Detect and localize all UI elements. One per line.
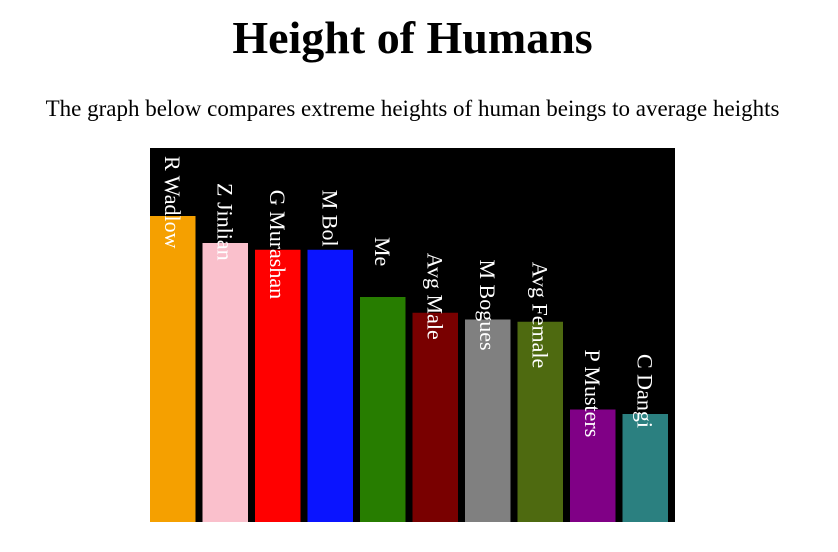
bar-label: M Bogues <box>475 260 500 351</box>
bar-g-murashan <box>255 249 301 522</box>
bar-label: C Dangi <box>633 354 658 428</box>
bar-chart-svg: R Wadlow Z Jinlian G Murashan M Bol Me Avg Ma… <box>150 156 668 522</box>
bar-label: Me <box>370 237 395 266</box>
page-title: Height of Humans <box>232 12 593 63</box>
bar-m-bol <box>307 249 353 522</box>
bar-label: M Bol <box>318 190 343 247</box>
bar-label: P Musters <box>580 350 605 438</box>
bar-r-wadlow <box>150 216 196 522</box>
bar-m-bogues <box>465 319 511 522</box>
bar-label: Z Jinlian <box>213 183 238 261</box>
bar-me <box>360 297 406 522</box>
bar-avg-female <box>517 321 563 522</box>
bar-label: Avg Male <box>423 253 448 340</box>
bar-avg-male <box>412 312 458 522</box>
bar-chart: R Wadlow Z Jinlian G Murashan M Bol Me Avg Ma… <box>150 148 675 522</box>
bar-label: R Wadlow <box>160 156 185 249</box>
bar-p-musters <box>570 409 616 522</box>
bar-label: Avg Female <box>528 262 553 369</box>
bar-label: G Murashan <box>265 190 290 299</box>
bar-c-dangi <box>622 414 668 522</box>
page-subtitle: The graph below compares extreme heights… <box>45 96 780 121</box>
bar-z-jinlian <box>202 243 248 522</box>
